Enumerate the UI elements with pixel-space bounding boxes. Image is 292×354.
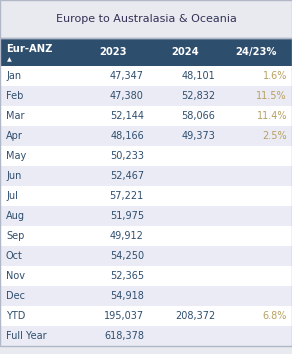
Text: Nov: Nov: [6, 271, 25, 281]
Text: 57,221: 57,221: [110, 191, 144, 201]
Text: 48,101: 48,101: [182, 71, 215, 81]
Text: 52,365: 52,365: [110, 271, 144, 281]
Text: 47,380: 47,380: [110, 91, 144, 101]
Text: 52,144: 52,144: [110, 111, 144, 121]
Text: Mar: Mar: [6, 111, 25, 121]
Text: Dec: Dec: [6, 291, 25, 301]
Text: Full Year: Full Year: [6, 331, 47, 341]
Bar: [0, 126, 292, 146]
Text: 47,347: 47,347: [110, 71, 144, 81]
Text: Jun: Jun: [6, 171, 21, 181]
Bar: [0, 146, 292, 166]
Text: 54,918: 54,918: [110, 291, 144, 301]
Bar: [0, 66, 292, 86]
Text: 11.5%: 11.5%: [256, 91, 287, 101]
Text: 2.5%: 2.5%: [263, 131, 287, 141]
Bar: [0, 306, 292, 326]
Text: Feb: Feb: [6, 91, 23, 101]
Text: 24/23%: 24/23%: [235, 47, 277, 57]
Bar: [0, 0, 292, 38]
Bar: [0, 226, 292, 246]
Text: Sep: Sep: [6, 231, 24, 241]
Bar: [0, 166, 292, 186]
Bar: [0, 206, 292, 226]
Text: 58,066: 58,066: [182, 111, 215, 121]
Text: 618,378: 618,378: [104, 331, 144, 341]
Text: Apr: Apr: [6, 131, 23, 141]
Text: 2024: 2024: [171, 47, 199, 57]
Text: Aug: Aug: [6, 211, 25, 221]
Bar: [0, 186, 292, 206]
Bar: [0, 38, 292, 346]
Text: Eur-ANZ: Eur-ANZ: [6, 44, 53, 54]
Text: May: May: [6, 151, 26, 161]
Text: 54,250: 54,250: [110, 251, 144, 261]
Bar: [0, 0, 292, 38]
Text: 11.4%: 11.4%: [256, 111, 287, 121]
Bar: [0, 38, 292, 66]
Text: Jul: Jul: [6, 191, 18, 201]
Text: 49,373: 49,373: [182, 131, 215, 141]
Text: 6.8%: 6.8%: [263, 311, 287, 321]
Bar: [0, 106, 292, 126]
Bar: [0, 246, 292, 266]
Bar: [0, 286, 292, 306]
Text: 51,975: 51,975: [110, 211, 144, 221]
Text: 208,372: 208,372: [175, 311, 215, 321]
Text: YTD: YTD: [6, 311, 25, 321]
Text: 2023: 2023: [99, 47, 127, 57]
Text: Oct: Oct: [6, 251, 23, 261]
Text: ▲: ▲: [7, 57, 12, 62]
Bar: [0, 86, 292, 106]
Text: 48,166: 48,166: [110, 131, 144, 141]
Bar: [0, 326, 292, 346]
Text: 52,467: 52,467: [110, 171, 144, 181]
Text: 1.6%: 1.6%: [263, 71, 287, 81]
Bar: [0, 266, 292, 286]
Text: Jan: Jan: [6, 71, 21, 81]
Text: 50,233: 50,233: [110, 151, 144, 161]
Text: Europe to Australasia & Oceania: Europe to Australasia & Oceania: [55, 14, 237, 24]
Text: 49,912: 49,912: [110, 231, 144, 241]
Text: 52,832: 52,832: [181, 91, 215, 101]
Text: 195,037: 195,037: [104, 311, 144, 321]
